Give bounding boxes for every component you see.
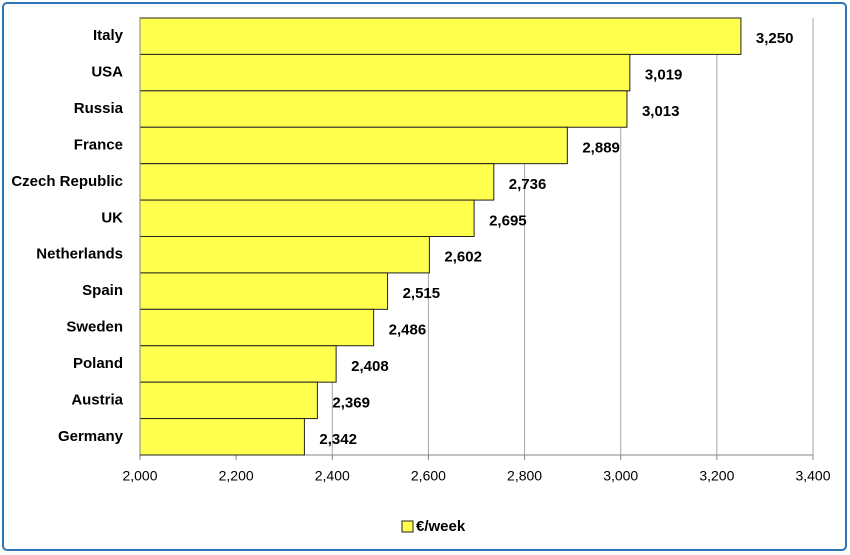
bar (139, 418, 305, 456)
value-label: 2,695 (489, 212, 527, 229)
bar (139, 90, 628, 128)
value-label: 2,408 (351, 358, 389, 375)
y-tick-label: France (74, 136, 123, 153)
value-label: 2,602 (444, 249, 482, 266)
y-tick-label: Sweden (66, 319, 123, 336)
y-tick-label: USA (91, 64, 123, 81)
x-tick-label: 3,400 (795, 468, 830, 484)
legend-label: €/week (416, 518, 466, 535)
value-label: 2,342 (319, 431, 357, 448)
y-tick-label: Russia (74, 100, 124, 117)
value-label: 2,369 (332, 394, 370, 411)
value-label: 2,486 (389, 322, 427, 339)
bar (139, 199, 475, 237)
y-tick-label: Italy (93, 27, 124, 44)
bar (139, 17, 742, 55)
legend-swatch (401, 520, 414, 533)
bar (139, 163, 495, 201)
bar (139, 381, 318, 420)
x-tick-label: 2,200 (219, 468, 254, 484)
bar (139, 236, 430, 274)
bar (139, 126, 568, 165)
value-label: 3,019 (645, 67, 683, 84)
y-tick-label: Austria (71, 391, 123, 408)
y-tick-label: Netherlands (36, 246, 123, 263)
value-label: 2,889 (582, 139, 620, 156)
y-tick-label: Czech Republic (11, 173, 123, 190)
value-label: 2,736 (509, 176, 547, 193)
y-tick-label: Spain (82, 282, 123, 299)
y-tick-label: UK (101, 209, 123, 226)
y-tick-label: Poland (73, 355, 123, 372)
value-label: 3,250 (756, 30, 794, 47)
x-tick-label: 2,400 (315, 468, 350, 484)
x-tick-label: 3,000 (603, 468, 638, 484)
x-tick-label: 2,600 (411, 468, 446, 484)
bar (139, 53, 631, 92)
bar (139, 308, 375, 347)
y-tick-label: Germany (58, 428, 124, 445)
x-tick-label: 2,000 (122, 468, 157, 484)
bar (139, 272, 389, 310)
value-label: 2,515 (403, 285, 441, 302)
bar (139, 345, 337, 383)
x-tick-label: 3,200 (699, 468, 734, 484)
value-label: 3,013 (642, 103, 680, 120)
x-tick-label: 2,800 (507, 468, 542, 484)
